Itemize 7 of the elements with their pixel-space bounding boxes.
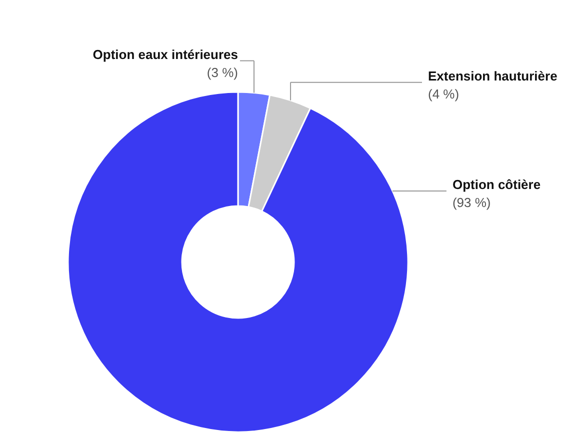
slice-label: Extension hauturière xyxy=(428,68,558,84)
donut-slice xyxy=(67,91,409,433)
data-label: (93 %) xyxy=(452,194,491,210)
slice-label: Option côtière xyxy=(452,176,541,192)
data-label: (3 %) xyxy=(206,64,238,80)
slice-label: Option eaux intérieures xyxy=(92,46,238,62)
data-label: (4 %) xyxy=(428,86,460,102)
